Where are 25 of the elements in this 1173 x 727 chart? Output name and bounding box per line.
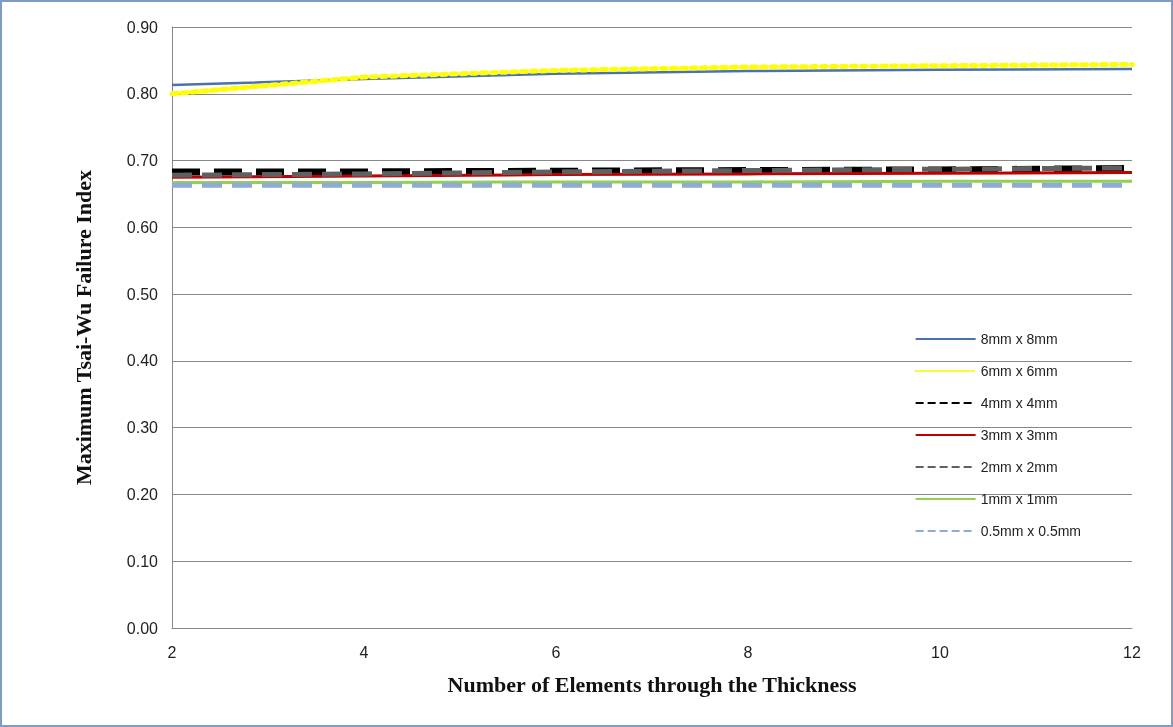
y-tick-label: 0.90 bbox=[126, 18, 159, 36]
x-tick-label: 10 bbox=[931, 643, 949, 661]
y-tick-label: 0.30 bbox=[126, 419, 159, 437]
x-axis-title: Number of Elements through the Thickness bbox=[447, 671, 857, 697]
x-tick-label: 2 bbox=[167, 643, 177, 661]
x-tick-label: 8 bbox=[743, 643, 753, 661]
legend-label: 3mm x 3mm bbox=[980, 427, 1058, 443]
legend-label: 1mm x 1mm bbox=[980, 491, 1058, 507]
legend-label: 6mm x 6mm bbox=[980, 363, 1058, 379]
y-tick-label: 0.50 bbox=[126, 285, 159, 303]
x-tick-label: 12 bbox=[1123, 643, 1141, 661]
y-axis-title: Maximum Tsai-Wu Failure Index bbox=[70, 169, 96, 486]
legend-label: 0.5mm x 0.5mm bbox=[980, 523, 1082, 539]
y-tick-label: 0.70 bbox=[126, 152, 159, 170]
x-tick-label: 4 bbox=[359, 643, 369, 661]
y-tick-label: 0.20 bbox=[126, 485, 159, 503]
legend-label: 2mm x 2mm bbox=[980, 459, 1058, 475]
legend-label: 8mm x 8mm bbox=[980, 331, 1058, 347]
y-tick-label: 0.40 bbox=[126, 352, 159, 370]
x-tick-label: 6 bbox=[551, 643, 561, 661]
y-tick-label: 0.60 bbox=[126, 218, 159, 236]
y-tick-label: 0.00 bbox=[126, 619, 159, 637]
legend-label: 4mm x 4mm bbox=[980, 395, 1058, 411]
y-tick-label: 0.80 bbox=[126, 85, 159, 103]
y-tick-label: 0.10 bbox=[126, 552, 159, 570]
